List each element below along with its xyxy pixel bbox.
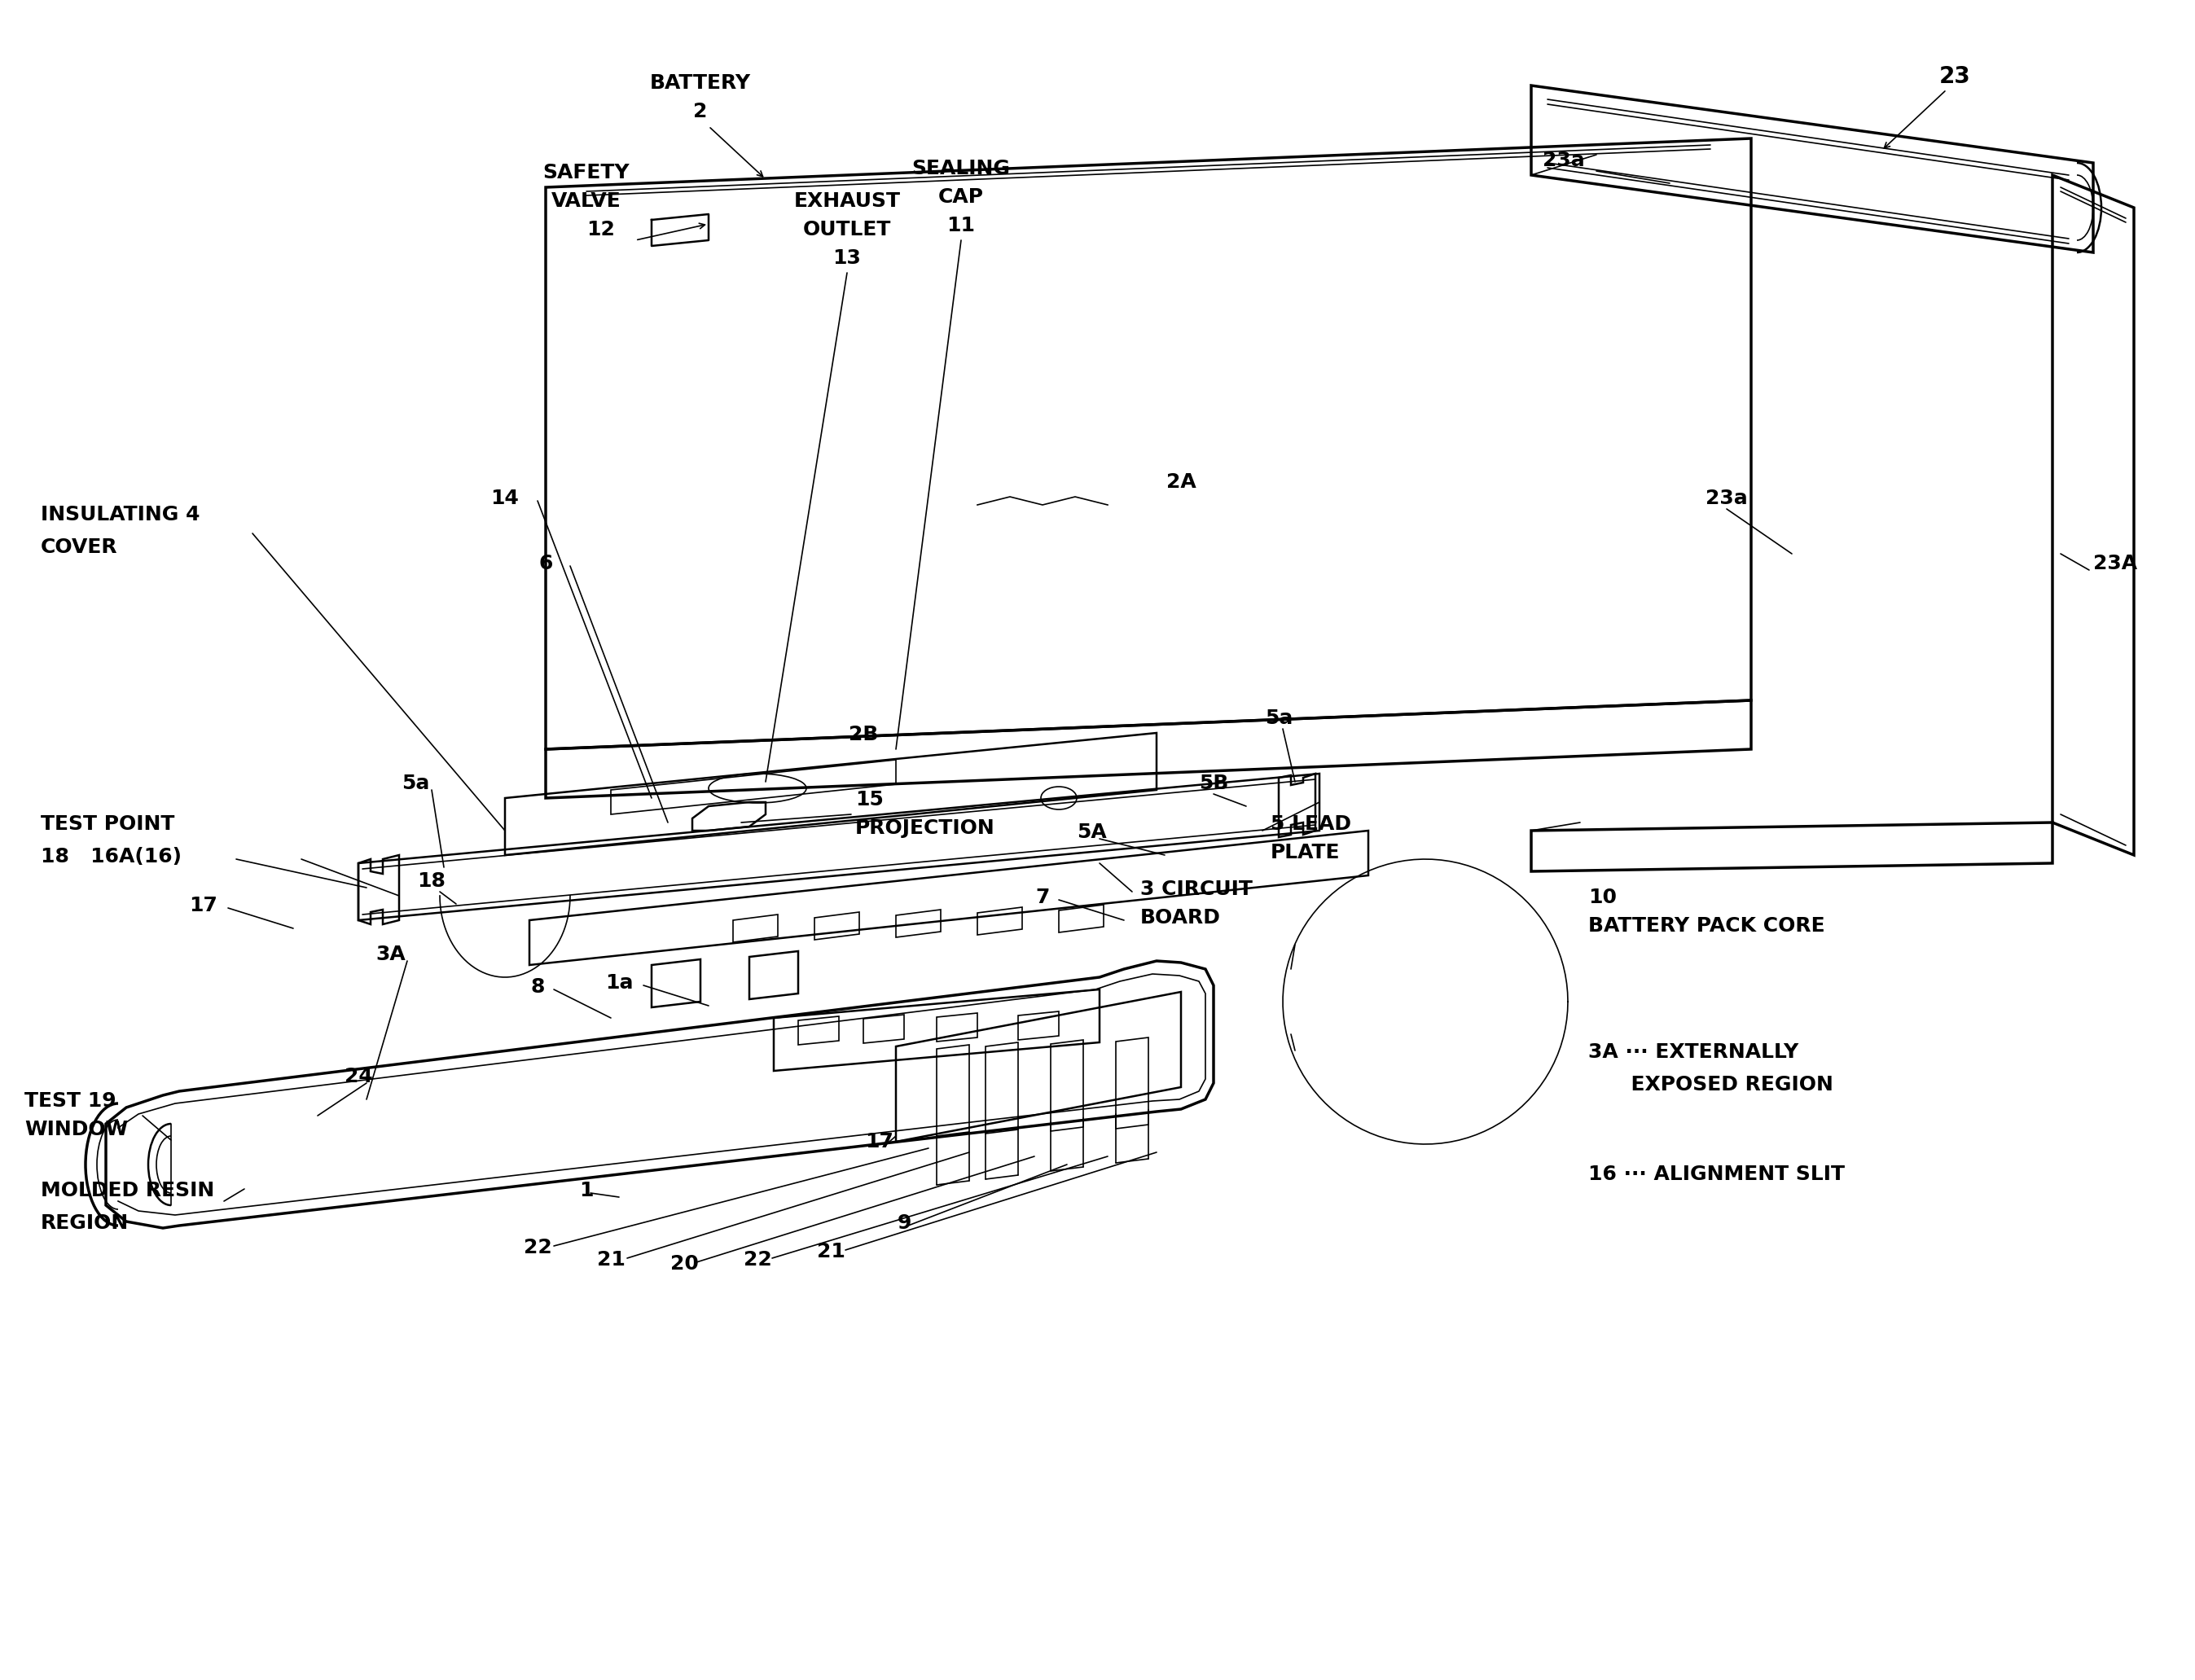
Text: 9: 9: [898, 1213, 911, 1233]
Text: TEST POINT: TEST POINT: [42, 815, 176, 833]
Text: EXPOSED REGION: EXPOSED REGION: [1589, 1075, 1833, 1094]
Text: 3A ··· EXTERNALLY: 3A ··· EXTERNALLY: [1589, 1042, 1798, 1062]
Text: OUTLET: OUTLET: [803, 220, 891, 240]
Text: 6: 6: [538, 554, 553, 573]
Text: 2B: 2B: [849, 724, 878, 744]
Text: 11: 11: [946, 215, 975, 235]
Text: 10: 10: [1589, 887, 1618, 907]
Text: 7: 7: [1036, 887, 1049, 907]
Text: EXHAUST: EXHAUST: [795, 192, 900, 212]
Text: 18   16A(16): 18 16A(16): [42, 847, 182, 867]
Text: SEALING: SEALING: [911, 160, 1010, 178]
Text: 20: 20: [669, 1253, 698, 1273]
Text: 8: 8: [531, 978, 544, 996]
Text: 23A: 23A: [2094, 554, 2138, 573]
Text: 22: 22: [522, 1238, 551, 1257]
Text: 17: 17: [189, 895, 217, 916]
Text: WINDOW: WINDOW: [24, 1121, 127, 1139]
Text: 5 LEAD: 5 LEAD: [1271, 815, 1352, 833]
Text: 5B: 5B: [1198, 773, 1229, 793]
Text: 16 ··· ALIGNMENT SLIT: 16 ··· ALIGNMENT SLIT: [1589, 1164, 1844, 1184]
Text: PLATE: PLATE: [1271, 843, 1341, 862]
Text: 3A: 3A: [375, 944, 406, 964]
Text: 3 CIRCUIT: 3 CIRCUIT: [1139, 880, 1253, 899]
Text: 14: 14: [492, 489, 520, 507]
Text: 2A: 2A: [1166, 472, 1196, 492]
Text: 18: 18: [417, 872, 446, 890]
Text: 12: 12: [586, 220, 615, 240]
Text: COVER: COVER: [42, 538, 119, 558]
Text: BOARD: BOARD: [1139, 907, 1220, 927]
Text: REGION: REGION: [42, 1213, 130, 1233]
Text: 23: 23: [1938, 66, 1971, 87]
Text: CAP: CAP: [937, 186, 983, 207]
Text: 23a: 23a: [1543, 151, 1585, 170]
Text: 2: 2: [694, 102, 707, 121]
Text: 22: 22: [744, 1250, 773, 1270]
Text: SAFETY: SAFETY: [542, 163, 630, 183]
Text: 23a: 23a: [1706, 489, 1747, 507]
Text: 5a: 5a: [1264, 709, 1293, 727]
Text: PROJECTION: PROJECTION: [856, 818, 994, 838]
Text: 21: 21: [597, 1250, 626, 1270]
Text: VALVE: VALVE: [551, 192, 621, 212]
Text: TEST 19: TEST 19: [24, 1092, 116, 1110]
Text: 1a: 1a: [606, 973, 632, 993]
Text: 5A: 5A: [1076, 823, 1106, 842]
Text: 17: 17: [865, 1132, 893, 1151]
Text: BATTERY PACK CORE: BATTERY PACK CORE: [1589, 916, 1824, 936]
Text: BATTERY: BATTERY: [650, 74, 751, 92]
Text: 15: 15: [856, 790, 885, 810]
Text: 21: 21: [817, 1242, 845, 1262]
Text: 5a: 5a: [402, 773, 430, 793]
Text: 24: 24: [345, 1067, 373, 1087]
Text: MOLDED RESIN: MOLDED RESIN: [42, 1181, 215, 1200]
Text: 13: 13: [832, 249, 860, 267]
Text: 1: 1: [579, 1181, 593, 1200]
Text: INSULATING 4: INSULATING 4: [42, 506, 200, 524]
